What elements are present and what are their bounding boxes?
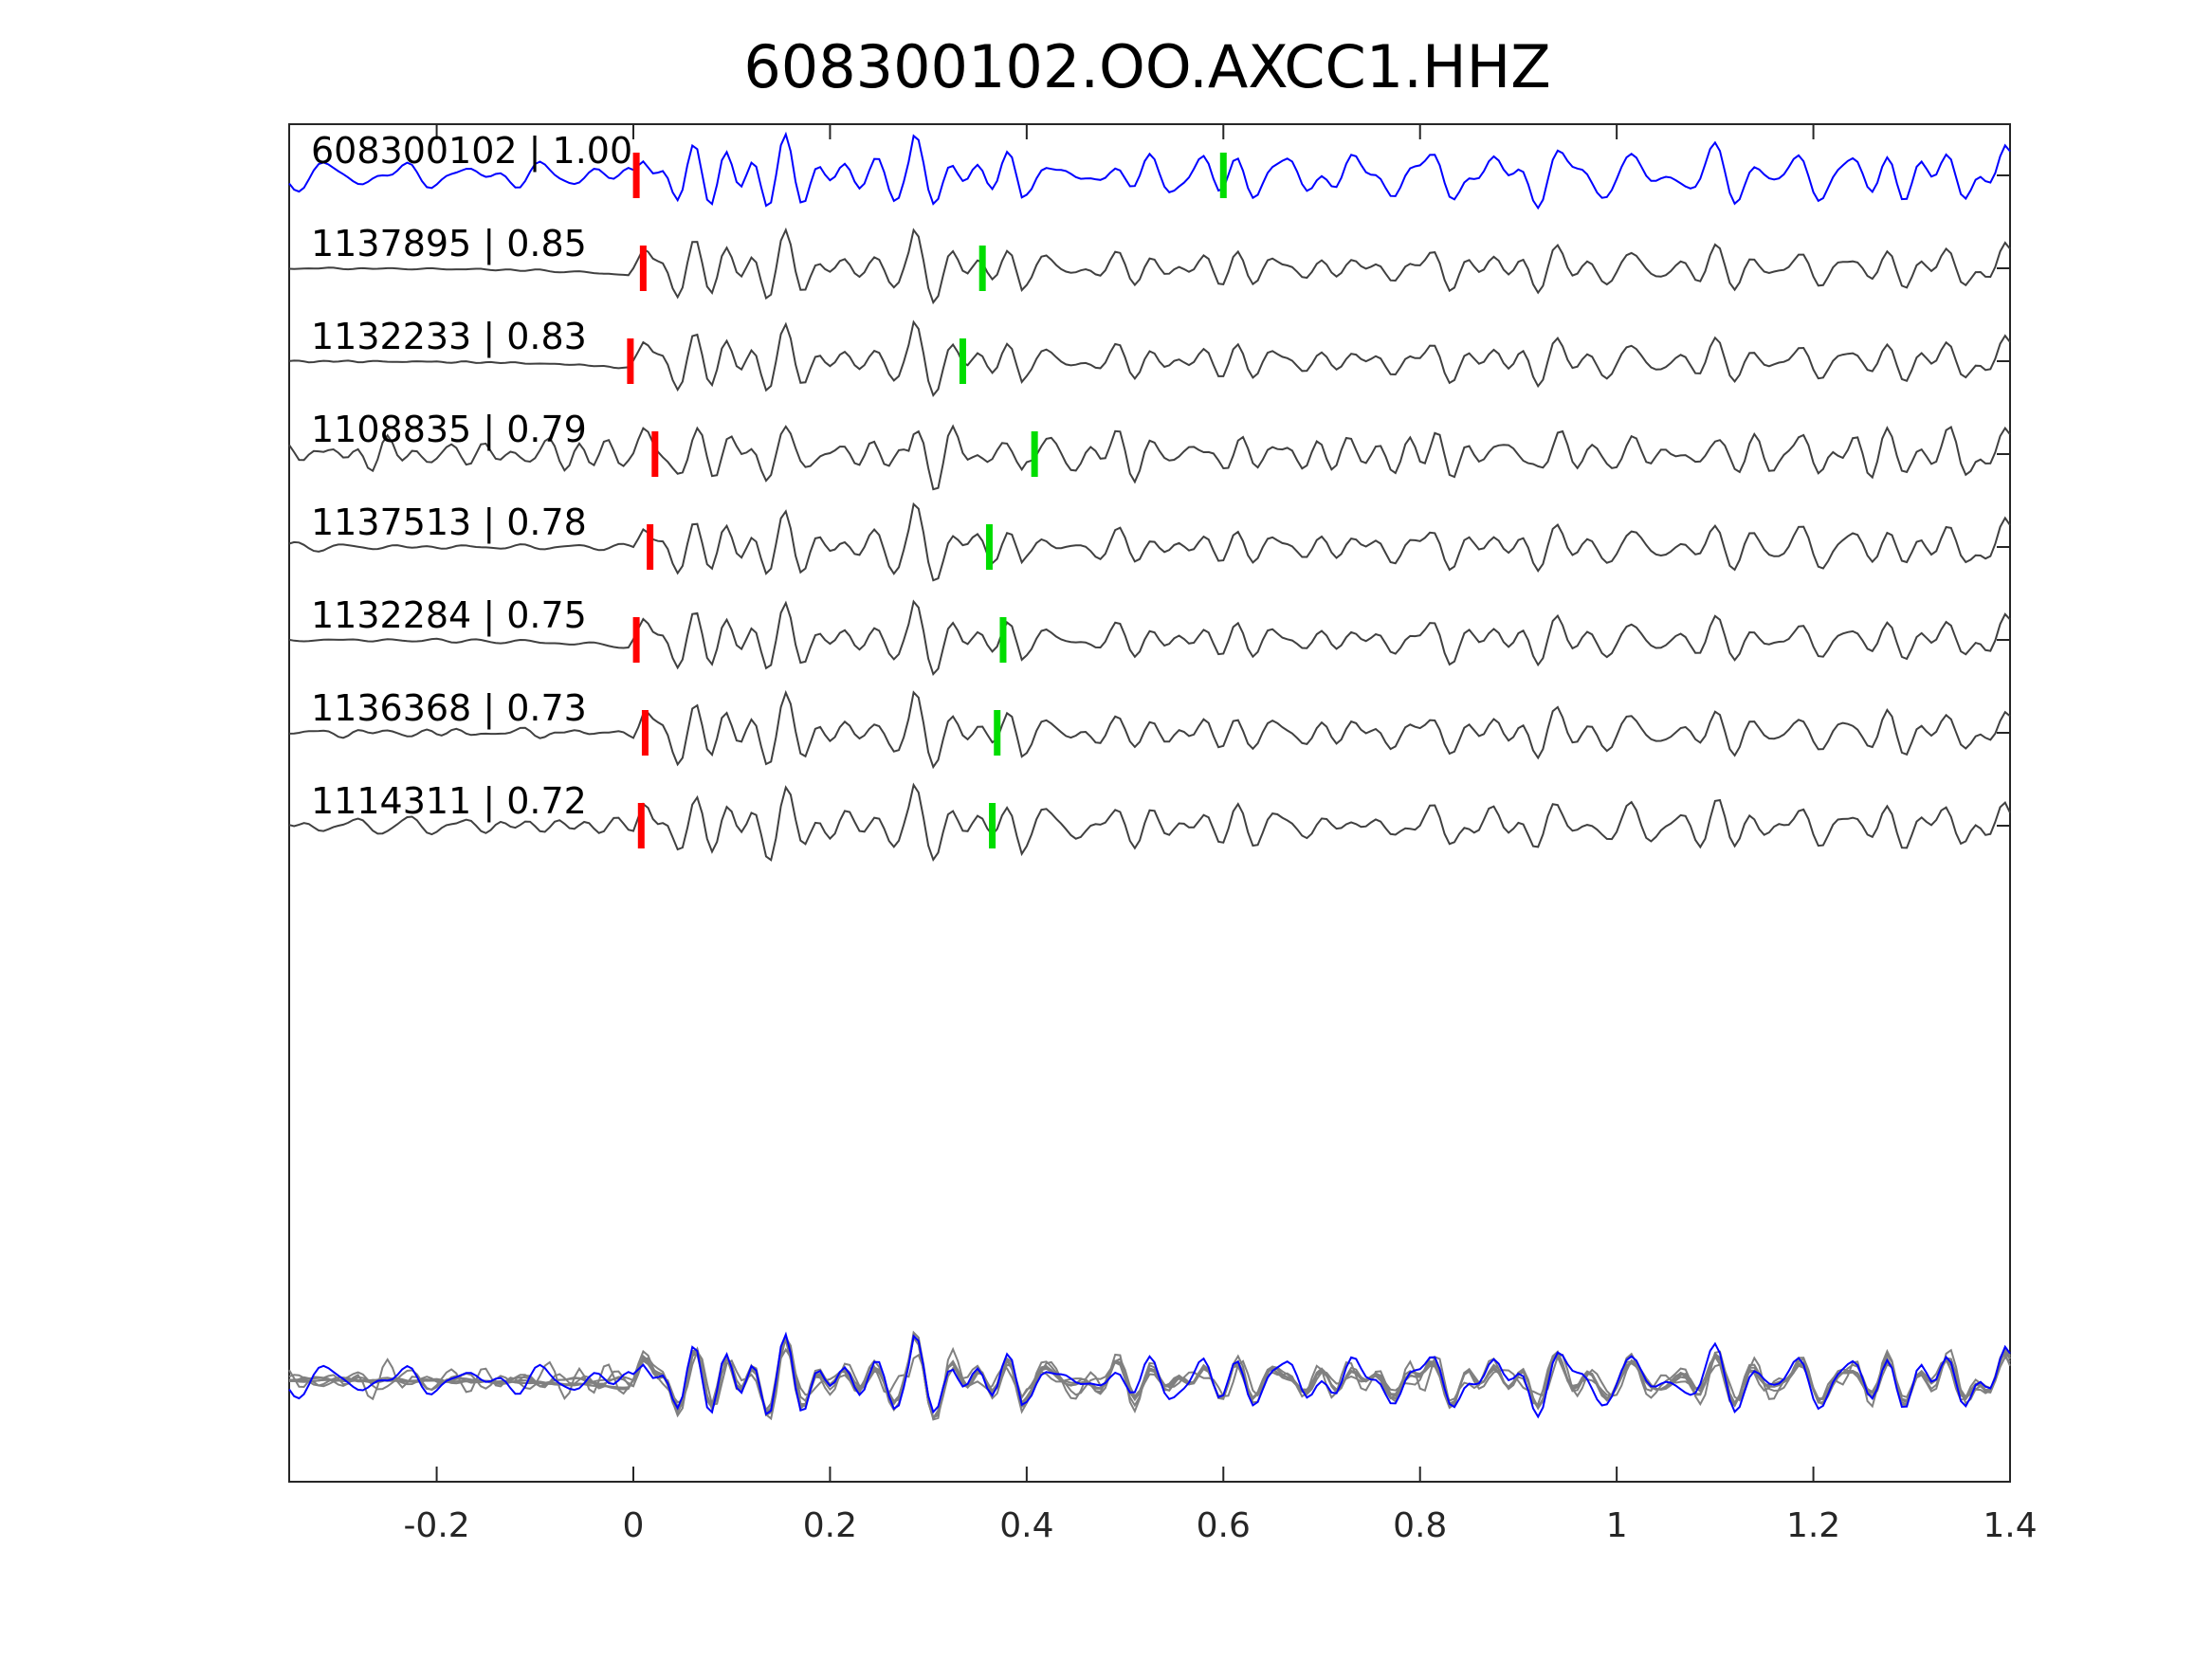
overlay-panel — [288, 1330, 2011, 1421]
x-axis: -0.2 0 0.2 0.4 0.6 0.8 1 1.2 1.4 — [403, 124, 2038, 1545]
waveform-trace — [288, 501, 2011, 582]
x-tick-label: 1 — [1606, 1506, 1628, 1545]
trace-stack — [288, 131, 2011, 862]
x-tick-label: 0.6 — [1197, 1506, 1251, 1545]
overlay-waveform — [288, 1335, 2011, 1421]
trace-label: 608300102 | 1.00 — [311, 130, 632, 173]
trace-label: 1137513 | 0.78 — [311, 501, 587, 544]
trace-label: 1132233 | 0.83 — [311, 316, 587, 358]
waveform-trace — [288, 599, 2011, 677]
trace-label: 1137895 | 0.85 — [311, 223, 587, 265]
x-tick-label: -0.2 — [403, 1506, 469, 1545]
overlay-waveform — [288, 1332, 2011, 1421]
waveform-trace — [288, 424, 2011, 491]
overlay-waveform — [288, 1331, 2011, 1419]
chart-title: 608300102.OO.AXCC1.HHZ — [743, 32, 1550, 101]
trace-labels: 608300102 | 1.00 1137895 | 0.85 1132233 | … — [311, 130, 632, 823]
trace-label: 1132284 | 0.75 — [311, 594, 587, 637]
x-tick-label: 1.4 — [1983, 1506, 2037, 1545]
overlay-waveform — [288, 1335, 2011, 1421]
waveform-trace — [288, 319, 2011, 398]
x-tick-label: 0.4 — [999, 1506, 1053, 1545]
x-tick-label: 0 — [623, 1506, 645, 1545]
waveform-trace — [288, 131, 2011, 210]
phase-picks — [627, 153, 1227, 848]
x-tick-label: 0.2 — [803, 1506, 857, 1545]
waveform-trace — [288, 782, 2011, 862]
trace-label: 1108835 | 0.79 — [311, 409, 587, 451]
waveform-trace — [288, 227, 2011, 305]
x-tick-label: 0.8 — [1393, 1506, 1447, 1545]
trace-label: 1114311 | 0.72 — [311, 780, 587, 823]
plot-area-frame — [288, 123, 2011, 1483]
x-tick-label: 1.2 — [1786, 1506, 1840, 1545]
trace-label: 1136368 | 0.73 — [311, 687, 587, 730]
waveform-trace — [288, 689, 2011, 770]
overlay-waveform — [288, 1334, 2011, 1421]
overlay-waveform — [288, 1332, 2011, 1421]
